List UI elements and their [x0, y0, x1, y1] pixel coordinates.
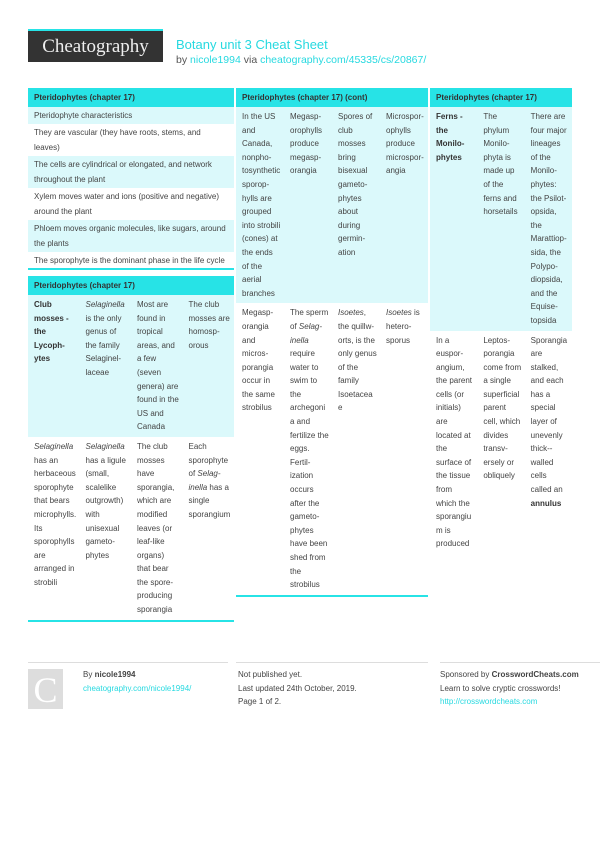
- table-row: Selaginella has an herbaceous sporophyte…: [28, 437, 234, 620]
- table-cell: In a euspor­angium, the parent cells (or…: [430, 331, 477, 555]
- table-cell: Megasp­orangia and micros­porangia occur…: [236, 303, 284, 594]
- table-cell: Sporangia are stalked, and each has a sp…: [525, 331, 572, 555]
- author-link[interactable]: nicole1994: [190, 54, 241, 66]
- cheatography-logo[interactable]: Cheatography: [28, 29, 163, 62]
- sponsor-prefix: Sponsored by: [440, 670, 490, 679]
- by-label: by: [176, 54, 188, 66]
- table-cell: Micros­por­ophylls produce micros­por­an…: [380, 107, 428, 304]
- cell-text: Megasp­orophylls produce megasp­orangia: [290, 112, 323, 176]
- italic-text: Selaginella: [34, 441, 74, 451]
- table-cell: Club mosses - the Lycoph­ytes: [28, 295, 80, 437]
- table-cell: Leptos­porangia come from a single super…: [477, 331, 524, 555]
- list-item: Phloem moves organic molecules, like sug…: [28, 219, 234, 252]
- cell-text: Megasp­orangia and micros­porangia occur…: [242, 308, 275, 413]
- italic-text: Selag­inella: [85, 441, 125, 451]
- avatar: C: [28, 669, 63, 710]
- section-header: Pteridophytes (chapter 17) (cont): [236, 88, 428, 107]
- column-2: Pteridophytes (chapter 17) (cont) In the…: [236, 88, 428, 603]
- cell-text: The sperm of: [290, 308, 329, 331]
- cell-text: has an herbaceous sporophyte that bears …: [34, 455, 77, 587]
- list-item: Xylem moves water and ions (positive and…: [34, 191, 219, 217]
- sheet-url-link[interactable]: cheatography.com/45335/cs/20867/: [260, 54, 427, 66]
- cell-text: Leptos­porangia come from a single super…: [483, 335, 522, 481]
- table-row: Ferns - the Monilo­phytes The phylum Moni…: [430, 107, 572, 331]
- byline: by nicole1994 via cheatography.com/45335…: [176, 54, 426, 66]
- table-row: Club mosses - the Lycoph­ytes Selag­inell…: [28, 295, 234, 437]
- table-cell: The club mosses are homosp­orous: [182, 295, 234, 437]
- publish-status: Not published yet.: [238, 670, 303, 679]
- section-characteristics: Pteridophytes (chapter 17) Pteridophyte …: [28, 88, 234, 270]
- table-cell: Selag­inella is the only genus of the fa…: [79, 295, 131, 437]
- section-header: Pteridophytes (chapter 17): [28, 276, 234, 295]
- table-cell: Selag­inella has a ligule (small, scalel…: [80, 437, 132, 620]
- cell-text: In a euspor­angium, the parent cells (or…: [436, 335, 473, 549]
- column-1: Pteridophytes (chapter 17) Pteridophyte …: [28, 88, 234, 628]
- table-row: Megasp­orangia and micros­porangia occur…: [236, 303, 428, 594]
- cell-text: The club mosses are homosp­orous: [188, 300, 230, 350]
- table-cell: Ferns - the Monilo­phytes: [430, 107, 478, 331]
- cell-text: require water to swim to the archegonia …: [290, 349, 329, 590]
- section-header: Pteridophytes (chapter 17): [28, 88, 234, 107]
- cell-text: Sporangia are stalked, and each has a sp…: [530, 335, 568, 495]
- table-cell: Each sporophyte of Selag­inella has a si…: [183, 437, 235, 620]
- cell-text: Micros­por­ophylls produce micros­por­an…: [386, 112, 424, 176]
- cell-text: is the only genus of the family Selagine…: [85, 313, 122, 377]
- via-label: via: [243, 54, 258, 66]
- table-cell: Isoetes, the quillw­orts, is the only ge…: [332, 303, 380, 594]
- table-cell: The phylum Monilo­phyta is made up of th…: [477, 107, 525, 331]
- bold-text: annulus: [530, 498, 562, 508]
- footer-sponsor: Sponsored by CrosswordCheats.com Learn t…: [440, 662, 600, 709]
- bold-text: Ferns - the Monilo­phytes: [436, 112, 465, 162]
- page-title: Botany unit 3 Cheat Sheet: [176, 37, 328, 52]
- table-cell: There are four major lineages of the Mon…: [524, 107, 572, 331]
- italic-text: Isoetes: [386, 308, 412, 318]
- list-item: The cells are cylindrical or elongated, …: [28, 155, 234, 188]
- table-cell: The club mosses have sporangia, which ar…: [131, 437, 183, 620]
- cell-text: In the US and Canada, nonpho­tosynt­heti…: [242, 112, 281, 298]
- sponsor-name: CrosswordCheats.com: [491, 670, 579, 679]
- list-item: Pteridophyte characteristics: [28, 107, 234, 124]
- column-3: Pteridophytes (chapter 17) Ferns - the M…: [430, 88, 572, 560]
- section-header: Pteridophytes (chapter 17): [430, 88, 572, 107]
- cell-text: The phylum Monilo­phyta is made up of th…: [483, 112, 518, 217]
- footer-author: C By nicole1994 cheatography.com/nicole1…: [28, 662, 228, 710]
- italic-text: Isoetes: [338, 308, 364, 318]
- footer-by: By: [83, 670, 93, 679]
- list-item: They are vascular (they have roots, stem…: [34, 127, 201, 153]
- cell-text: , the quillw­orts, is the only genus of …: [338, 308, 377, 413]
- table-row: In a euspor­angium, the parent cells (or…: [430, 331, 572, 555]
- sponsor-tagline: Learn to solve cryptic crosswords!: [440, 683, 561, 693]
- table-cell: Megasp­orophylls produce megasp­orangia: [284, 107, 332, 304]
- section-ferns: Pteridophytes (chapter 17) Ferns - the M…: [430, 88, 572, 554]
- cell-text: has a single sporangium: [188, 482, 231, 519]
- cell-text: The club mosses have sporangia, which ar…: [137, 441, 175, 615]
- list-item: The sporophyte is the dominant phase in …: [34, 255, 225, 265]
- page-number: Page 1 of 2.: [238, 697, 282, 706]
- sponsor-link[interactable]: http://crosswordcheats.com: [440, 697, 538, 706]
- table-cell: In the US and Canada, nonpho­tosynt­heti…: [236, 107, 284, 304]
- cell-text: Each sporophyte of: [188, 441, 229, 479]
- table-row: In the US and Canada, nonpho­tosynt­heti…: [236, 107, 428, 304]
- italic-text: Selag­inella: [290, 321, 323, 345]
- table-cell: The sperm of Selag­inella require water …: [284, 303, 332, 594]
- footer-author-link[interactable]: cheatography.com/nicole1994/: [83, 683, 192, 693]
- last-updated: Last updated 24th October, 2019.: [238, 683, 357, 693]
- footer-status: Not published yet. Last updated 24th Oct…: [236, 662, 428, 709]
- cell-text: There are four major lineages of the Mon…: [530, 112, 567, 325]
- table-cell: Selaginella has an herbaceous sporophyte…: [28, 437, 80, 620]
- table-cell: Most are found in tropical areas, and a …: [131, 295, 183, 437]
- table-cell: Spores of club mosses bring bisexual gam…: [332, 107, 380, 304]
- bold-text: Club mosses - the Lycoph­ytes: [34, 300, 69, 364]
- table-cell: Isoetes is hetero­sporus: [380, 303, 428, 594]
- cell-text: has a ligule (small, scalelike outgrowth…: [85, 455, 126, 560]
- cell-text: Most are found in tropical areas, and a …: [137, 300, 179, 432]
- cell-text: is hetero­sporus: [386, 308, 420, 345]
- section-club-mosses: Pteridophytes (chapter 17) Club mosses -…: [28, 276, 234, 622]
- italic-text: Selag­inella: [188, 469, 221, 492]
- italic-text: Selag­inella: [85, 300, 125, 309]
- footer-author-name: nicole1994: [94, 670, 136, 679]
- section-cont: Pteridophytes (chapter 17) (cont) In the…: [236, 88, 428, 597]
- cell-text: Spores of club mosses bring bisexual gam…: [338, 112, 373, 257]
